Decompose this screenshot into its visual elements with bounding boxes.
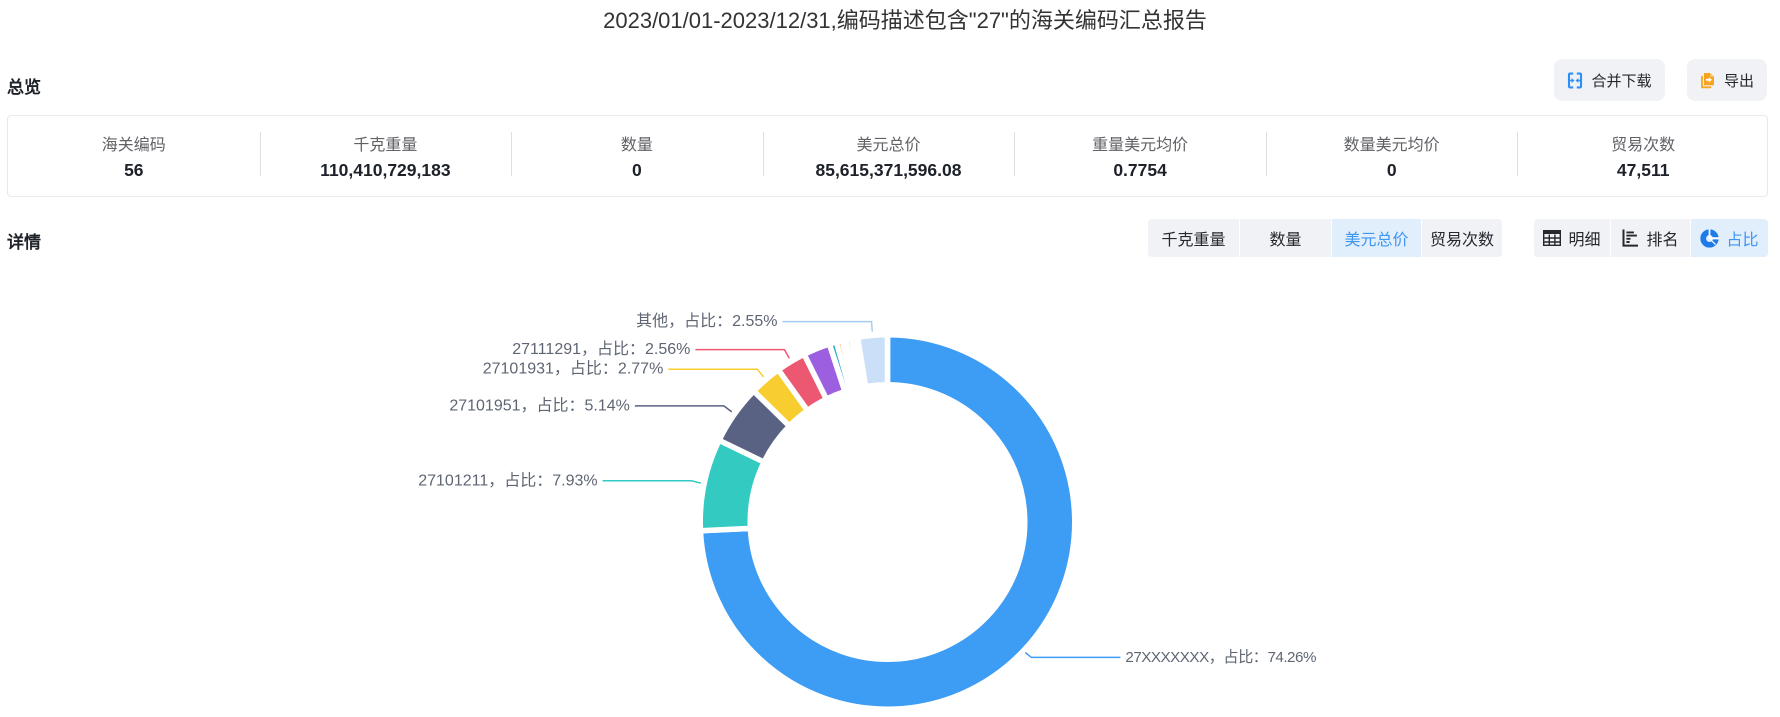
svg-text:27101931，占比：2.77%: 27101931，占比：2.77% — [483, 360, 664, 378]
svg-text:27101951，占比：5.14%: 27101951，占比：5.14% — [449, 396, 630, 414]
svg-text:27111291，占比：2.56%: 27111291，占比：2.56% — [512, 340, 690, 358]
svg-text:27101211，占比：7.93%: 27101211，占比：7.93% — [418, 471, 597, 489]
svg-text:其他，占比：2.55%: 其他，占比：2.55% — [636, 312, 777, 330]
svg-text:27XXXXXXX，占比：74.26%: 27XXXXXXX，占比：74.26% — [1125, 649, 1316, 666]
